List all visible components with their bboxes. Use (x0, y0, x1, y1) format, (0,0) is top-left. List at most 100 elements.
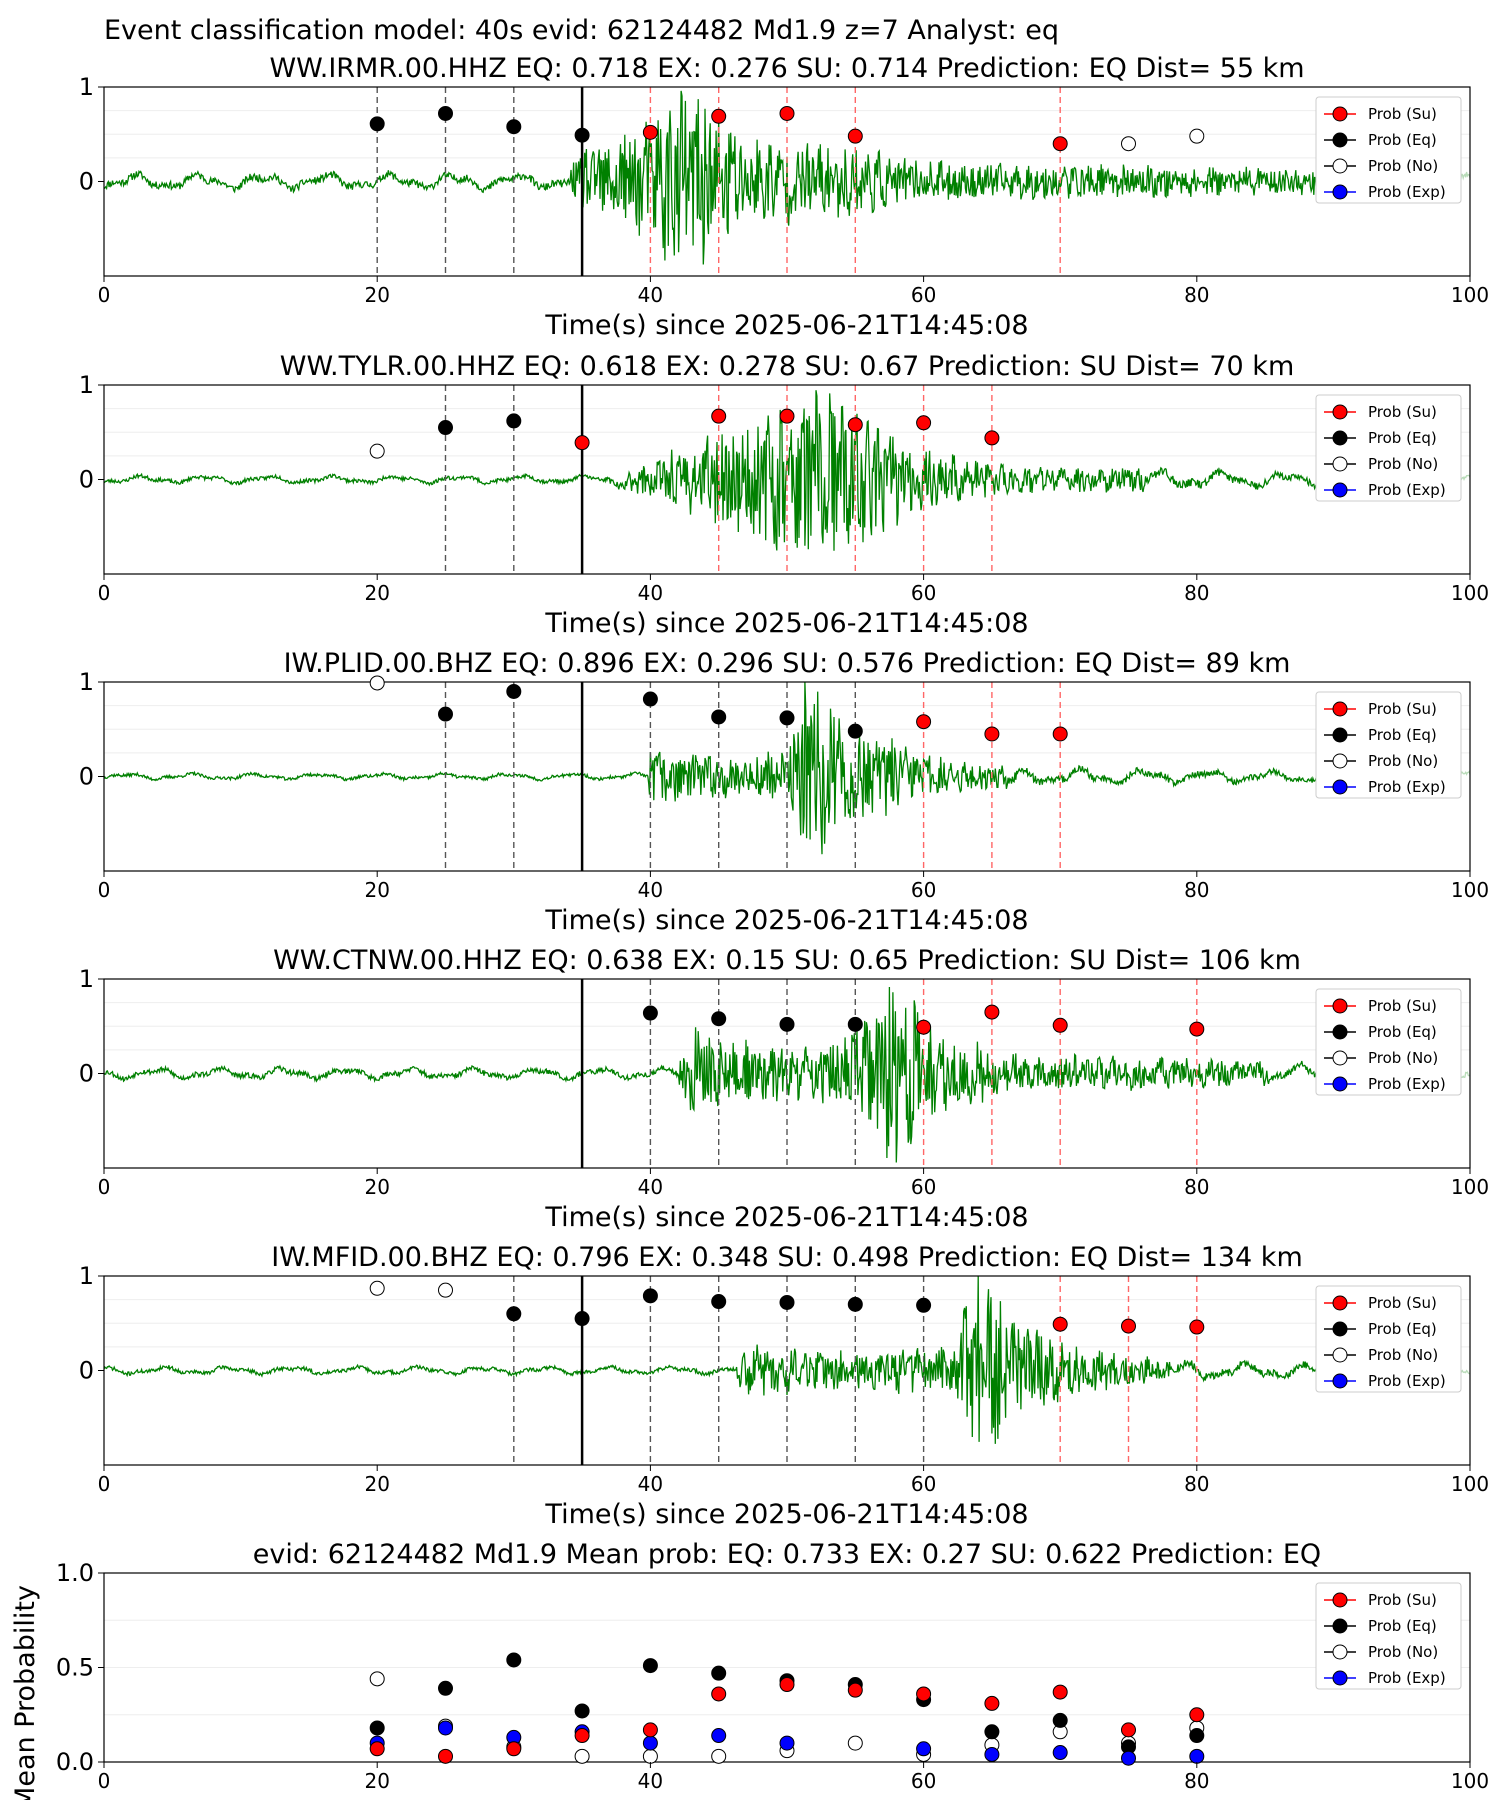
legend-label: Prob (Exp) (1368, 481, 1446, 499)
legend-label: Prob (No) (1368, 752, 1438, 770)
x-tick-label: 40 (638, 1472, 663, 1496)
x-tick-label: 100 (1451, 878, 1489, 902)
prob-point-su (1121, 1318, 1136, 1334)
prob-point-su (916, 415, 932, 431)
x-tick-label: 20 (364, 1472, 389, 1496)
prob-point-su (847, 128, 863, 144)
y-tick-label: 1 (79, 371, 94, 399)
x-axis-label: Time(s) since 2025-06-21T14:45:08 (544, 608, 1028, 639)
prob-point-eq (574, 1703, 590, 1719)
x-tick-label: 40 (638, 1769, 663, 1793)
y-tick-label: 0.0 (56, 1748, 94, 1776)
figure-title: Event classification model: 40s evid: 62… (104, 15, 1059, 46)
legend-marker (1332, 430, 1348, 446)
legend-marker (1332, 727, 1348, 743)
prob-point-no (574, 1748, 590, 1764)
prob-point-su (984, 430, 1000, 446)
legend-label: Prob (No) (1368, 1049, 1438, 1067)
legend-marker (1332, 1618, 1348, 1634)
prob-point-su (847, 417, 863, 433)
prob-point-su (779, 408, 795, 424)
prob-point-exp (779, 1735, 795, 1751)
prob-point-eq (369, 1720, 385, 1736)
x-tick-label: 40 (638, 581, 663, 605)
x-tick-label: 20 (364, 878, 389, 902)
y-tick-label: 0 (79, 466, 94, 494)
prob-point-no (1121, 136, 1136, 152)
prob-point-su (916, 1686, 932, 1702)
prob-point-eq (642, 1288, 658, 1304)
prob-point-eq (1189, 1728, 1205, 1744)
prob-point-eq (847, 723, 863, 739)
prob-point-no (642, 1748, 658, 1764)
prob-point-su (1189, 1707, 1205, 1723)
prob-point-no (847, 1735, 863, 1751)
prob-point-eq (1052, 1712, 1068, 1728)
legend-box (1315, 1582, 1462, 1690)
panel-title: WW.IRMR.00.HHZ EQ: 0.718 EX: 0.276 SU: 0… (269, 53, 1304, 84)
legend-label: Prob (Su) (1368, 997, 1437, 1015)
x-axis-label: Time(s) since 2025-06-21T14:45:08 (544, 905, 1028, 936)
legend-marker (1332, 1670, 1348, 1686)
legend-label: Prob (Eq) (1368, 1320, 1437, 1338)
x-tick-label: 0 (98, 878, 111, 902)
legend-label: Prob (Eq) (1368, 726, 1437, 744)
prob-point-eq (438, 420, 453, 436)
panel-5: IW.MFID.00.BHZ EQ: 0.796 EX: 0.348 SU: 0… (79, 1242, 1489, 1530)
x-tick-label: 0 (98, 1175, 111, 1199)
y-tick-label: 0 (79, 763, 94, 791)
legend-marker (1332, 998, 1348, 1014)
x-tick-label: 100 (1451, 283, 1489, 307)
prob-point-eq (711, 1665, 727, 1681)
legend-label: Prob (Exp) (1368, 1075, 1446, 1093)
x-tick-label: 0 (98, 581, 111, 605)
y-tick-label: 1.0 (56, 1559, 94, 1587)
legend-marker (1332, 1592, 1348, 1608)
legend-box (1315, 394, 1462, 502)
panel-2: WW.TYLR.00.HHZ EQ: 0.618 EX: 0.278 SU: 0… (79, 351, 1489, 639)
legend-marker (1332, 1321, 1348, 1337)
x-tick-label: 100 (1451, 581, 1489, 605)
x-tick-label: 100 (1451, 1472, 1489, 1496)
prob-point-eq (506, 1306, 522, 1322)
legend-marker (1332, 184, 1348, 200)
prob-point-su (1052, 726, 1068, 742)
y-tick-label: 0 (79, 168, 94, 196)
prob-point-eq (711, 1011, 727, 1027)
prob-point-su (1052, 136, 1068, 152)
waveform-line (103, 681, 1403, 855)
prob-point-eq (438, 706, 453, 722)
prob-point-eq (438, 105, 453, 121)
legend-label: Prob (Exp) (1368, 183, 1446, 201)
legend-box (1315, 1285, 1462, 1393)
prob-point-su (779, 105, 795, 121)
x-tick-label: 100 (1451, 1175, 1489, 1199)
panel-title: WW.TYLR.00.HHZ EQ: 0.618 EX: 0.278 SU: 0… (280, 351, 1295, 382)
prob-point-exp (916, 1741, 932, 1757)
x-tick-label: 80 (1184, 1472, 1209, 1496)
y-tick-label: 1 (79, 73, 94, 101)
x-axis-label: Time(s) since 2025-06-21T14:45:08 (544, 310, 1028, 341)
prob-point-no (369, 1671, 385, 1687)
x-tick-label: 60 (911, 878, 936, 902)
legend-label: Prob (Eq) (1368, 429, 1437, 447)
legend-box (1315, 96, 1462, 204)
prob-point-su (369, 1741, 385, 1757)
prob-point-exp (438, 1720, 453, 1736)
x-tick-label: 40 (638, 1175, 663, 1199)
legend-label: Prob (Exp) (1368, 778, 1446, 796)
legend-marker (1332, 106, 1348, 122)
x-tick-label: 0 (98, 1472, 111, 1496)
legend-marker (1332, 482, 1348, 498)
x-tick-label: 0 (98, 1769, 111, 1793)
x-tick-label: 80 (1184, 1769, 1209, 1793)
prob-point-eq (847, 1016, 863, 1032)
prob-point-su (642, 1722, 658, 1738)
legend-label: Prob (No) (1368, 157, 1438, 175)
prob-point-eq (984, 1724, 1000, 1740)
prob-point-eq (506, 683, 522, 699)
legend-marker (1332, 1644, 1348, 1660)
x-tick-label: 60 (911, 1472, 936, 1496)
prob-point-su (506, 1741, 522, 1757)
legend-label: Prob (Su) (1368, 105, 1437, 123)
